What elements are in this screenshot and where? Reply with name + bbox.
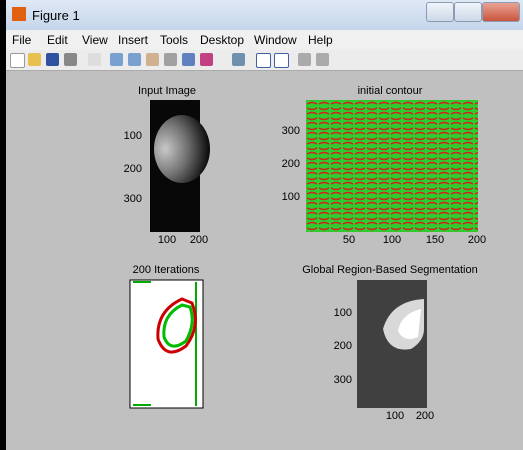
x-tick-label: 100 bbox=[383, 234, 401, 246]
menu-item[interactable]: View bbox=[82, 33, 108, 47]
show-tools-button[interactable] bbox=[316, 53, 329, 66]
close-button[interactable] bbox=[482, 2, 520, 22]
menu-bar: File Edit View Insert Tools Desktop Window Help bbox=[6, 30, 523, 50]
colorbar-button[interactable] bbox=[256, 53, 271, 68]
menu-item[interactable]: Window bbox=[254, 33, 297, 47]
plot-title: initial contour bbox=[358, 85, 423, 97]
x-tick-label: 150 bbox=[426, 234, 444, 246]
link-button[interactable] bbox=[232, 53, 245, 66]
zoom-out-button[interactable] bbox=[128, 53, 141, 66]
x-tick-label: 100 bbox=[386, 410, 404, 422]
x-tick-label: 100 bbox=[158, 234, 176, 246]
figure-window: Figure 1 File Edit View Insert Tools Desktop W… bbox=[6, 0, 523, 450]
y-tick-label: 300 bbox=[282, 125, 300, 137]
y-tick-label: 100 bbox=[124, 130, 142, 142]
new-button[interactable] bbox=[10, 53, 25, 68]
minimize-button[interactable] bbox=[426, 2, 454, 22]
maximize-button[interactable] bbox=[454, 2, 482, 22]
y-tick-label: 200 bbox=[282, 158, 300, 170]
window-title: Figure 1 bbox=[32, 8, 80, 23]
x-tick-label: 200 bbox=[416, 410, 434, 422]
contour-image bbox=[306, 100, 478, 232]
y-tick-label: 200 bbox=[334, 340, 352, 352]
x-tick-label: 200 bbox=[190, 234, 208, 246]
plot-title: 200 Iterations bbox=[133, 264, 200, 276]
menu-item[interactable]: Edit bbox=[47, 33, 68, 47]
x-tick-label: 200 bbox=[468, 234, 486, 246]
menu-item[interactable]: Help bbox=[308, 33, 333, 47]
plot-title: Global Region-Based Segmentation bbox=[302, 264, 478, 276]
app-icon bbox=[12, 7, 26, 21]
open-button[interactable] bbox=[28, 53, 41, 66]
print-button[interactable] bbox=[64, 53, 77, 66]
menu-item[interactable]: Desktop bbox=[200, 33, 244, 47]
y-tick-label: 300 bbox=[334, 374, 352, 386]
menu-item[interactable]: Tools bbox=[160, 33, 188, 47]
hide-tools-button[interactable] bbox=[298, 53, 311, 66]
datacursor-button[interactable] bbox=[182, 53, 195, 66]
save-button[interactable] bbox=[46, 53, 59, 66]
y-tick-label: 300 bbox=[124, 193, 142, 205]
pan-button[interactable] bbox=[146, 53, 159, 66]
rotate-button[interactable] bbox=[164, 53, 177, 66]
pointer-button[interactable] bbox=[88, 53, 101, 66]
y-tick-label: 100 bbox=[334, 307, 352, 319]
y-tick-label: 100 bbox=[282, 191, 300, 203]
toolbar bbox=[6, 50, 523, 71]
plot-title: Input Image bbox=[138, 85, 196, 97]
legend-button[interactable] bbox=[274, 53, 289, 68]
x-tick-label: 50 bbox=[343, 234, 355, 246]
y-tick-label: 200 bbox=[124, 163, 142, 175]
image-content bbox=[154, 115, 210, 183]
menu-item[interactable]: Insert bbox=[118, 33, 148, 47]
zoom-in-button[interactable] bbox=[110, 53, 123, 66]
brush-button[interactable] bbox=[200, 53, 213, 66]
title-bar: Figure 1 bbox=[6, 0, 523, 30]
figure-canvas: Input Image 100 200 300 100 200 initial contou… bbox=[6, 71, 523, 450]
menu-item[interactable]: File bbox=[12, 33, 31, 47]
